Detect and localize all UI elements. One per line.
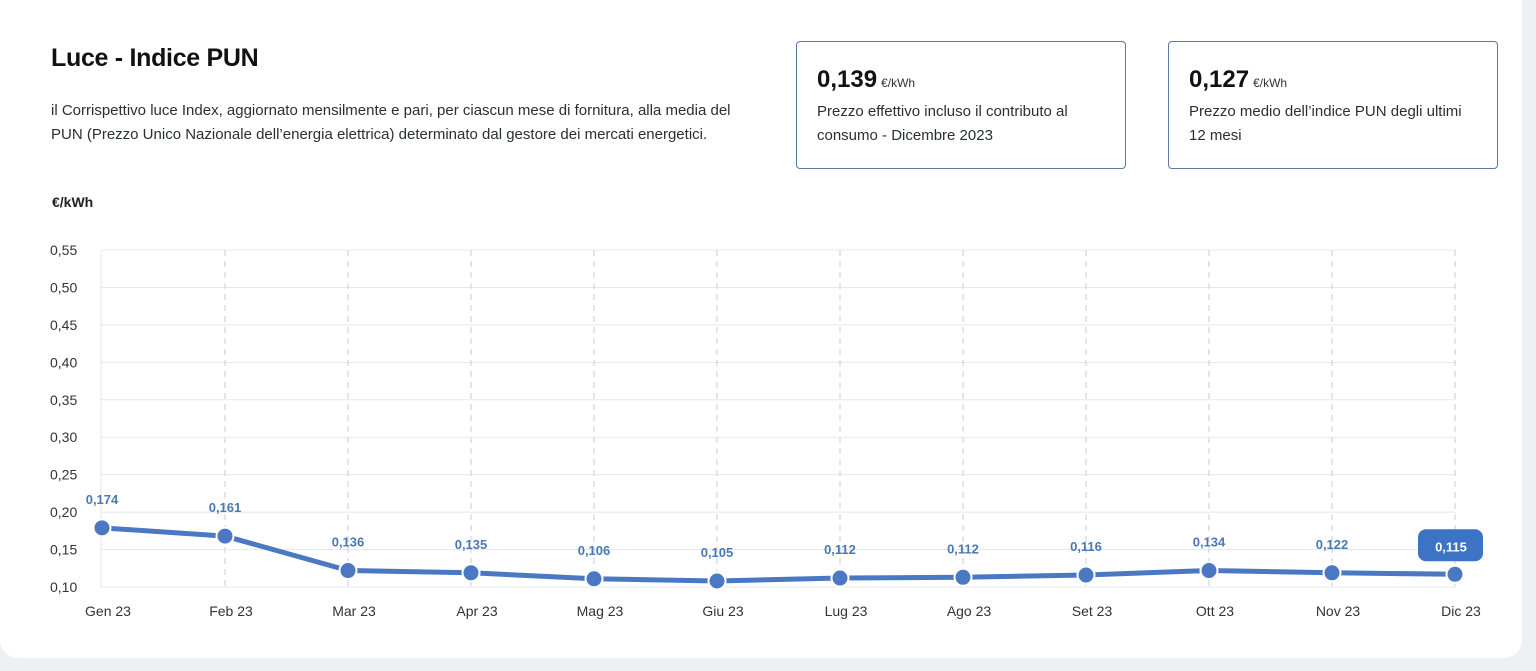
data-label: 0,134 — [1193, 535, 1226, 550]
x-tick-label: Nov 23 — [1316, 603, 1361, 619]
data-label: 0,135 — [455, 537, 488, 552]
stat-label: Prezzo medio dell’indice PUN degli ultim… — [1189, 103, 1462, 144]
y-tick-label: 0,35 — [50, 392, 77, 408]
x-tick-label: Feb 23 — [209, 603, 253, 619]
data-point[interactable] — [584, 569, 604, 589]
y-tick-label: 0,10 — [50, 579, 77, 595]
description-text: il Corrispettivo luce Index, aggiornato … — [51, 102, 731, 143]
data-point[interactable] — [1199, 561, 1219, 581]
data-label: 0,106 — [578, 543, 611, 558]
x-tick-label: Dic 23 — [1441, 603, 1481, 619]
y-tick-labels: 0,10 0,15 0,20 0,25 0,30 0,35 0,40 0,45 0,50 0,55 — [50, 242, 77, 595]
x-tick-labels: Gen 23 Feb 23 Mar 23 Apr 23 Mag 23 Giu 23 Lug … — [85, 603, 1481, 619]
y-tick-label: 0,40 — [50, 354, 77, 370]
y-tick-label: 0,25 — [50, 467, 77, 483]
stat-card-average-price: 0,127 €/kWh Prezzo medio dell’indice PUN … — [1168, 41, 1498, 169]
x-gridlines — [224, 250, 1456, 587]
data-labels: 0,174 0,161 0,136 0,135 0,106 0,105 0,112 0,112… — [86, 492, 1483, 562]
page-title: Luce - Indice PUN — [51, 44, 259, 72]
data-label: 0,112 — [824, 542, 856, 557]
highlight-label-badge — [1418, 529, 1483, 562]
stat-card-effective-price: 0,139 €/kWh Prezzo effettivo incluso il c… — [796, 41, 1126, 169]
data-point[interactable] — [1322, 563, 1342, 583]
stat-value: 0,127 — [1189, 66, 1250, 93]
data-label: 0,116 — [1070, 539, 1102, 554]
stat-value: 0,139 — [817, 66, 878, 93]
x-tick-label: Ago 23 — [947, 603, 992, 619]
data-point[interactable] — [338, 561, 358, 581]
x-tick-label: Ott 23 — [1196, 603, 1234, 619]
x-tick-label: Lug 23 — [825, 603, 868, 619]
x-tick-label: Apr 23 — [456, 603, 497, 619]
y-gridlines — [100, 249, 1456, 588]
y-tick-label: 0,50 — [50, 279, 77, 295]
y-tick-label: 0,55 — [50, 242, 77, 258]
data-label: 0,112 — [947, 541, 979, 556]
data-points — [92, 518, 1465, 591]
data-point[interactable] — [461, 563, 481, 583]
y-axis-label: €/kWh — [52, 194, 94, 210]
data-label: 0,105 — [701, 545, 734, 560]
data-point[interactable] — [1076, 565, 1096, 585]
x-tick-label: Mag 23 — [577, 603, 624, 619]
series-line — [99, 525, 1458, 584]
data-label: 0,115 — [1435, 539, 1467, 554]
data-point[interactable] — [830, 568, 850, 588]
stat-unit: €/kWh — [881, 76, 916, 90]
data-point[interactable] — [215, 526, 235, 546]
data-label: 0,174 — [86, 492, 119, 507]
data-label: 0,122 — [1316, 537, 1349, 552]
chart-card — [0, 0, 1522, 658]
stat-unit: €/kWh — [1253, 76, 1288, 90]
data-point[interactable] — [1445, 564, 1465, 584]
data-label: 0,161 — [209, 500, 242, 515]
x-tick-label: Giu 23 — [702, 603, 743, 619]
data-point[interactable] — [92, 518, 112, 538]
data-point[interactable] — [953, 567, 973, 587]
x-tick-label: Mar 23 — [332, 603, 376, 619]
y-tick-label: 0,30 — [50, 429, 77, 445]
x-tick-label: Set 23 — [1072, 603, 1113, 619]
y-tick-label: 0,15 — [50, 542, 77, 558]
data-label: 0,136 — [332, 535, 365, 550]
y-tick-label: 0,45 — [50, 317, 77, 333]
stat-label: Prezzo effettivo incluso il contributo a… — [817, 103, 1068, 144]
x-tick-label: Gen 23 — [85, 603, 131, 619]
y-tick-label: 0,20 — [50, 504, 77, 520]
data-point[interactable] — [707, 571, 727, 591]
